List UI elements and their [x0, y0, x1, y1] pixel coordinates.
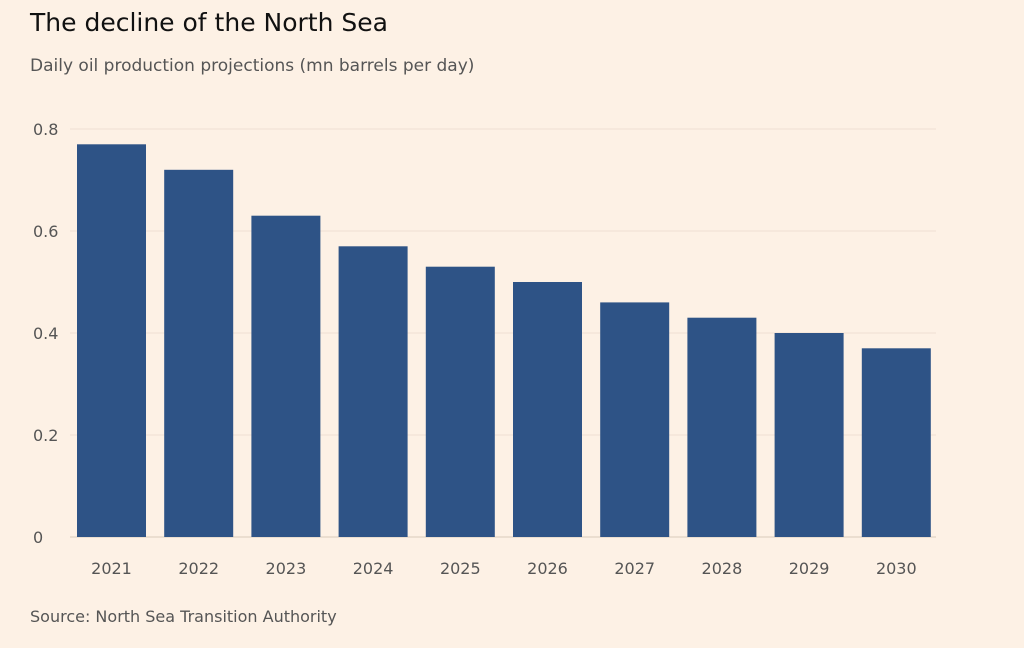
y-tick-label: 0.8 [33, 120, 58, 139]
chart-source: Source: North Sea Transition Authority [30, 607, 337, 626]
bar-2025 [425, 266, 495, 537]
y-tick-label: 0.2 [33, 426, 58, 445]
x-tick-label: 2023 [266, 559, 307, 578]
x-tick-label: 2025 [440, 559, 481, 578]
bar-2028 [687, 317, 757, 537]
bar-2024 [338, 246, 408, 538]
x-tick-label: 2021 [91, 559, 132, 578]
x-tick-label: 2029 [789, 559, 830, 578]
x-tick-label: 2024 [353, 559, 394, 578]
bar-2021 [77, 144, 146, 538]
x-tick-label: 2030 [876, 559, 917, 578]
y-tick-label: 0 [33, 528, 43, 547]
x-tick-label: 2028 [702, 559, 743, 578]
bar-2027 [600, 302, 670, 537]
y-tick-label: 0.6 [33, 222, 58, 241]
bar-2030 [861, 348, 931, 537]
x-tick-label: 2022 [178, 559, 219, 578]
chart-subtitle: Daily oil production projections (mn bar… [30, 56, 475, 76]
y-tick-label: 0.4 [33, 324, 58, 343]
bar-2026 [513, 282, 582, 537]
chart-title: The decline of the North Sea [30, 8, 388, 37]
bar-2022 [164, 169, 234, 538]
bar-2023 [251, 215, 321, 537]
x-tick-label: 2027 [614, 559, 655, 578]
bar-2029 [774, 333, 844, 537]
x-tick-label: 2026 [527, 559, 568, 578]
